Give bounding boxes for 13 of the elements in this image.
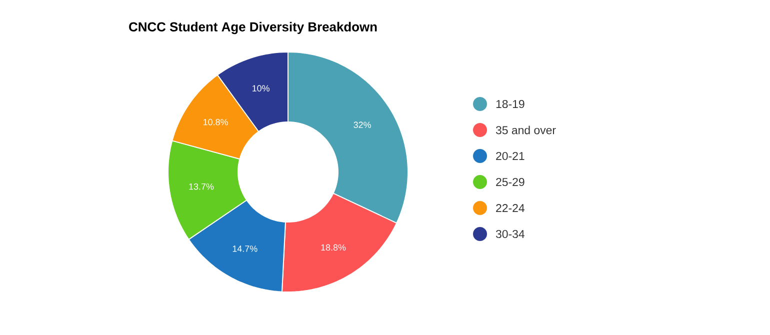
legend-label: 20-21 <box>496 152 524 160</box>
legend-label: 30-34 <box>496 230 524 238</box>
data-label: 13.7% <box>189 183 214 190</box>
data-label: 10% <box>252 85 270 92</box>
legend-label: 18-19 <box>496 100 524 108</box>
legend-label: 25-29 <box>496 178 524 186</box>
data-label: 18.8% <box>321 244 346 251</box>
chart-title: CNCC Student Age Diversity Breakdown <box>129 22 377 34</box>
legend-label: 35 and over <box>496 126 556 134</box>
data-label: 32% <box>354 122 371 128</box>
data-label: 10.8% <box>204 118 228 126</box>
data-label: 14.7% <box>232 246 258 252</box>
legend-label: 22-24 <box>496 204 524 212</box>
